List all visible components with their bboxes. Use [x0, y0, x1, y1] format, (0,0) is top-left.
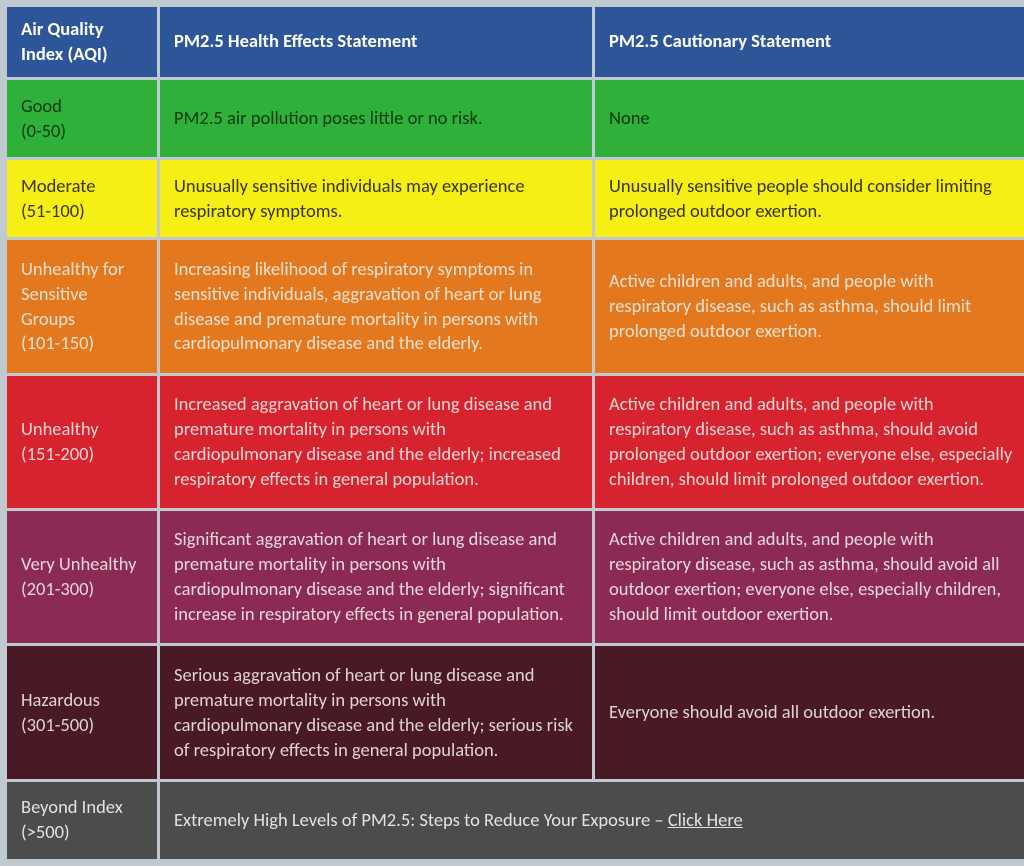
- aqi-label: Hazardous: [21, 688, 143, 713]
- health-cell: PM2.5 air pollution poses little or no r…: [160, 80, 592, 157]
- aqi-cell: Unhealthy for Sensitive Groups(101-150): [7, 240, 157, 372]
- table-row: Moderate(51-100)Unusually sensitive indi…: [7, 160, 1024, 237]
- health-cell: Serious aggravation of heart or lung dis…: [160, 646, 592, 778]
- aqi-range: (301-500): [21, 713, 143, 738]
- aqi-range: (>500): [21, 820, 143, 845]
- aqi-label: Unhealthy for Sensitive Groups: [21, 257, 143, 332]
- aqi-range: (101-150): [21, 331, 143, 356]
- health-cell: Increased aggravation of heart or lung d…: [160, 376, 592, 508]
- health-cell: Significant aggravation of heart or lung…: [160, 511, 592, 643]
- table-row: Very Unhealthy(201-300)Significant aggra…: [7, 511, 1024, 643]
- aqi-label: Good: [21, 94, 143, 119]
- aqi-label: Moderate: [21, 174, 143, 199]
- aqi-cell: Good(0-50): [7, 80, 157, 157]
- aqi-label: Beyond Index: [21, 795, 143, 820]
- table-row: Beyond Index(>500) Extremely High Levels …: [7, 782, 1024, 859]
- click-here-link[interactable]: Click Here: [668, 808, 743, 831]
- aqi-cell: Unhealthy(151-200): [7, 376, 157, 508]
- aqi-range: (0-50): [21, 119, 143, 144]
- caution-cell: Active children and adults, and people w…: [595, 240, 1024, 372]
- aqi-table-body: Good(0-50)PM2.5 air pollution poses litt…: [7, 80, 1024, 859]
- aqi-label: Very Unhealthy: [21, 552, 143, 577]
- table-row: Unhealthy(151-200)Increased aggravation …: [7, 376, 1024, 508]
- caution-cell: Active children and adults, and people w…: [595, 376, 1024, 508]
- table-row: Hazardous(301-500)Serious aggravation of…: [7, 646, 1024, 778]
- merged-text: Extremely High Levels of PM2.5: Steps to…: [174, 808, 668, 831]
- aqi-label: Unhealthy: [21, 417, 143, 442]
- table-header-row: Air Quality Index (AQI) PM2.5 Health Eff…: [7, 7, 1024, 77]
- caution-cell: Active children and adults, and people w…: [595, 511, 1024, 643]
- caution-cell: None: [595, 80, 1024, 157]
- aqi-cell: Moderate(51-100): [7, 160, 157, 237]
- aqi-cell: Hazardous(301-500): [7, 646, 157, 778]
- caution-cell: Unusually sensitive people should consid…: [595, 160, 1024, 237]
- aqi-range: (51-100): [21, 199, 143, 224]
- col-header-aqi: Air Quality Index (AQI): [7, 7, 157, 77]
- health-cell: Unusually sensitive individuals may expe…: [160, 160, 592, 237]
- caution-cell: Everyone should avoid all outdoor exerti…: [595, 646, 1024, 778]
- aqi-cell: Very Unhealthy(201-300): [7, 511, 157, 643]
- col-header-health: PM2.5 Health Effects Statement: [160, 7, 592, 77]
- aqi-table: Air Quality Index (AQI) PM2.5 Health Eff…: [4, 4, 1024, 862]
- health-cell: Increasing likelihood of respiratory sym…: [160, 240, 592, 372]
- aqi-range: (201-300): [21, 577, 143, 602]
- table-row: Good(0-50)PM2.5 air pollution poses litt…: [7, 80, 1024, 157]
- aqi-range: (151-200): [21, 442, 143, 467]
- merged-cell: Extremely High Levels of PM2.5: Steps to…: [160, 782, 1024, 859]
- col-header-caution: PM2.5 Cautionary Statement: [595, 7, 1024, 77]
- table-row: Unhealthy for Sensitive Groups(101-150)I…: [7, 240, 1024, 372]
- aqi-cell: Beyond Index(>500): [7, 782, 157, 859]
